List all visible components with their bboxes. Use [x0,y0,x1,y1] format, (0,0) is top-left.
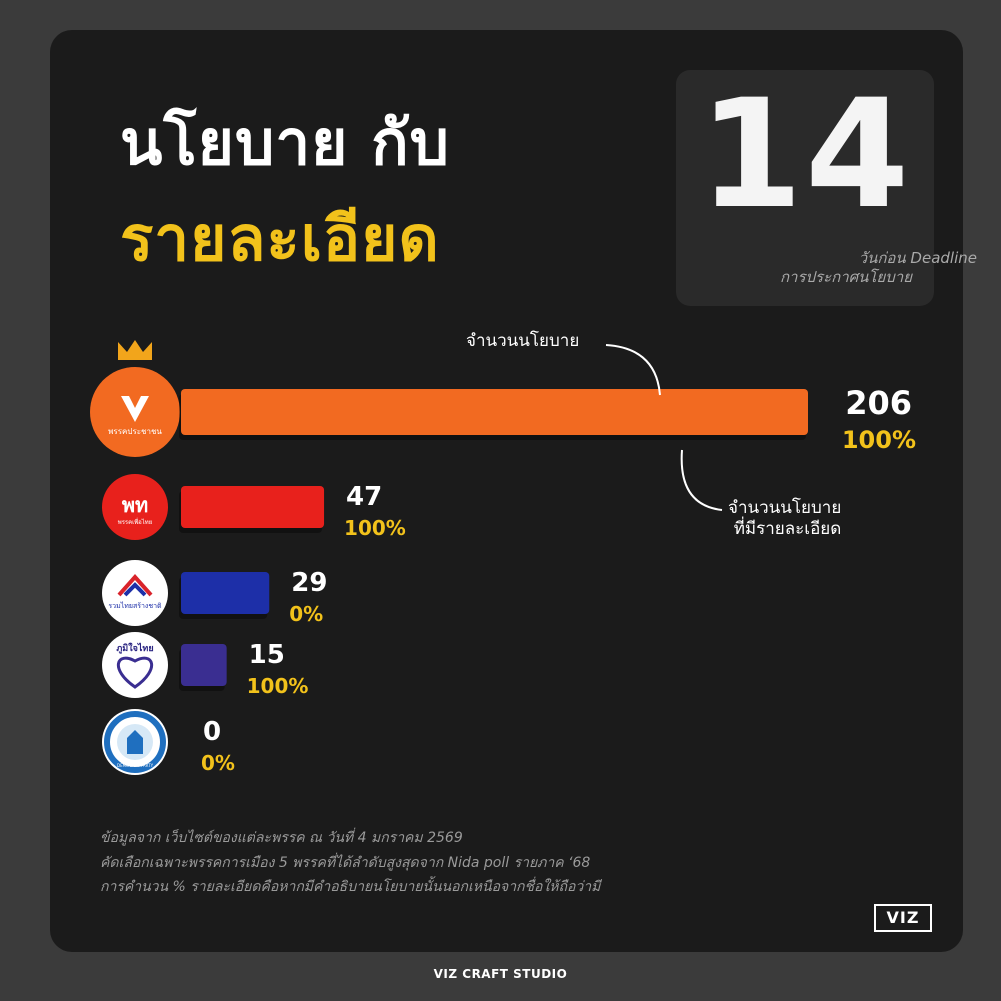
bar-value-label: 206 [845,384,912,422]
party-logo: ภูมิใจไทย [102,632,168,698]
viz-logo: VIZ [874,904,932,932]
bar-value-label: 47 [346,482,382,512]
source-line-3: การคำนวน % รายละเอียดคือหากมีคำอธิบายนโย… [100,879,601,895]
bar-percent-label: 0% [201,751,235,775]
party-logo-circle [102,474,168,540]
party-logo: DEMOCRAT PARTY [102,709,168,775]
annotation-detailed-line-1: จำนวนนโยบาย [728,498,842,518]
source-line-2: คัดเลือกเฉพาะพรรคการเมือง 5 พรรคที่ได้ลำ… [100,854,591,871]
bar-value-label: 29 [291,568,327,598]
bar [181,572,270,614]
party-row: DEMOCRAT PARTY 0 0% [102,709,235,775]
bar-percent-label: 100% [842,426,916,454]
party-row: ภูมิใจไทย 15 100% [102,632,308,698]
annotation-detailed: จำนวนนโยบาย ที่มีรายละเอียด [728,498,841,541]
party-logo-circle [102,632,168,698]
annotation-leader-bottom [680,449,723,511]
annotation-policy-count: จำนวนนโยบาย [466,331,580,351]
heart-icon [116,656,154,689]
crown-icon [118,340,152,360]
bar-value-label: 15 [249,640,285,670]
countdown-number: 14 [698,68,912,242]
bar [181,644,227,686]
countdown-caption-line-2: การประกาศนโยบาย [779,268,912,286]
party-logo-circle [102,560,168,626]
countdown-caption-line-1: วันก่อน Deadline [858,249,977,267]
statue-icon [127,730,143,754]
party-logo-text: รวมไทยสร้างชาติ [108,601,162,610]
bar [181,486,325,528]
party-logo-text: DEMOCRAT PARTY [117,763,154,768]
bar-percent-label: 0% [289,602,323,626]
bar-percent-label: 100% [344,516,406,540]
bar-value-label: 0 [203,717,221,747]
party-row: รวมไทยสร้างชาติ 29 0% [102,560,327,626]
footer-credit: VIZ CRAFT STUDIO [433,967,568,981]
source-line-1: ข้อมูลจาก เว็บไซต์ของแต่ละพรรค ณ วันที่ … [100,830,463,846]
party-logo: รวมไทยสร้างชาติ [102,560,168,626]
bar [181,389,808,435]
title-line-2: รายละเอียด [120,202,440,275]
countdown-box: 14 [676,70,934,306]
party-logo-mark [121,396,149,422]
party-row: พรรคประชาชน 206 100% [90,340,916,457]
party-logo-text: พรรคเพื่อไทย [118,518,153,526]
party-logo-text: พรรคประชาชน [108,427,162,436]
annotation-leader-top [605,344,661,396]
party-logo-mark: พท [122,493,148,517]
source-notes: ข้อมูลจาก เว็บไซต์ของแต่ละพรรค ณ วันที่ … [100,826,740,900]
party-logo-text: ภูมิใจไทย [116,642,153,654]
party-logo: พรรคประชาชน [90,367,180,457]
bar-percent-label: 100% [247,674,309,698]
title-line-1: นโยบาย กับ [120,106,450,179]
annotation-detailed-line-2: ที่มีรายละเอียด [733,519,842,540]
